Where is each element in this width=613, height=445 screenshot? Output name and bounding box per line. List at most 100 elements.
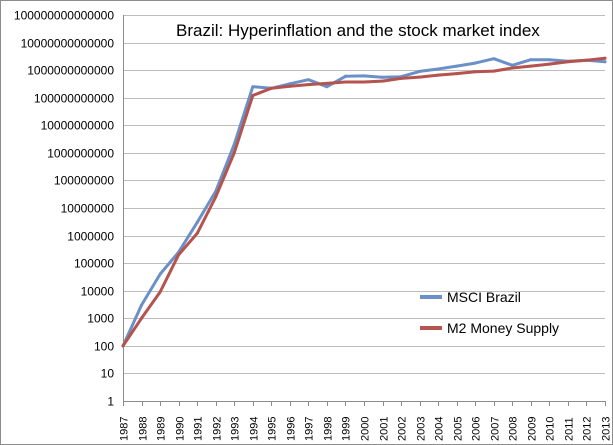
y-tick-label: 1000000	[67, 230, 114, 244]
data-point	[492, 69, 496, 73]
x-tick-label: 2010	[545, 417, 557, 441]
data-point	[381, 75, 384, 79]
data-point	[455, 64, 459, 68]
x-tick-label: 1997	[304, 417, 316, 441]
data-point	[418, 69, 422, 73]
data-point	[510, 66, 514, 70]
y-tick-labels: 1 10 100 1000 10000 100000 1000000 10000000 1000…	[14, 9, 114, 409]
data-point	[473, 61, 477, 65]
data-point	[381, 79, 384, 83]
x-tick-label: 1996	[286, 417, 298, 441]
data-point	[362, 74, 366, 78]
data-point	[510, 63, 514, 67]
data-point	[585, 58, 588, 62]
data-point	[306, 78, 310, 82]
y-tick-label: 100000000000000	[14, 9, 114, 23]
data-point	[566, 60, 570, 64]
data-point	[232, 151, 236, 155]
legend: MSCI Brazil M2 Money Supply	[420, 289, 559, 336]
y-tick-label: 10000	[81, 285, 115, 299]
data-point	[306, 83, 310, 87]
y-tick-label: 100000000000	[34, 92, 114, 106]
data-point	[344, 80, 347, 84]
y-tick-label: 100	[94, 340, 114, 354]
y-tick-label: 10000000000	[41, 119, 115, 133]
data-point	[251, 94, 255, 97]
x-tick-label: 1995	[267, 417, 279, 441]
data-point	[436, 73, 440, 77]
data-point	[399, 76, 403, 80]
y-tick-label: 10000000000000	[21, 37, 115, 51]
x-tick-label: 1989	[156, 417, 168, 441]
x-tick-label: 1998	[323, 417, 335, 441]
x-tick-label: 2006	[471, 417, 483, 441]
x-tick-label: 2008	[508, 417, 520, 441]
data-point	[547, 58, 551, 62]
x-tick-label: 2004	[434, 417, 446, 441]
data-point	[325, 85, 329, 89]
data-point	[473, 70, 477, 74]
data-point	[121, 344, 125, 348]
data-point	[603, 56, 607, 60]
data-point	[288, 84, 292, 88]
data-point	[195, 220, 199, 224]
data-point	[603, 60, 607, 64]
chart-title: Brazil: Hyperinflation and the stock mar…	[176, 21, 540, 40]
x-tick-label: 2000	[360, 417, 372, 441]
data-point	[547, 62, 551, 66]
x-tick-label: 1994	[249, 417, 261, 441]
x-tick-label: 1993	[230, 417, 242, 441]
data-point	[177, 253, 181, 257]
data-point	[288, 82, 292, 86]
x-tick-label: 1990	[175, 417, 187, 441]
data-point	[418, 75, 422, 79]
y-tick-label: 1000000000000	[27, 64, 114, 78]
y-tick-label: 1	[107, 395, 114, 409]
legend-label: M2 Money Supply	[447, 320, 559, 336]
data-point	[158, 272, 162, 276]
data-point	[455, 72, 459, 76]
x-tick-label: 2007	[490, 417, 502, 441]
x-tick-label: 2003	[416, 417, 428, 441]
series-m2-money-supply	[121, 56, 607, 348]
x-tick-label: 2011	[564, 417, 576, 441]
x-tick-label: 2009	[527, 417, 539, 441]
data-point	[232, 143, 236, 147]
y-tick-label: 100000	[74, 257, 114, 271]
data-point	[158, 290, 162, 294]
data-point	[269, 86, 273, 90]
series	[121, 56, 607, 348]
data-point	[195, 231, 199, 235]
x-tick-label: 1991	[193, 417, 205, 441]
y-tick-label: 10	[101, 367, 115, 381]
y-tick-label: 100000000	[54, 174, 114, 188]
x-tick-label: 1987	[119, 417, 131, 441]
data-point	[214, 195, 218, 199]
data-point	[362, 80, 366, 84]
data-point	[344, 74, 347, 78]
x-tick-label: 2012	[582, 417, 594, 441]
data-point	[529, 64, 533, 68]
x-tick-label: 1992	[212, 417, 224, 441]
x-tick-labels: 1987 1988 1989 1990 1991 1992 1993 1994 1995 1996…	[119, 417, 613, 441]
data-point	[529, 58, 533, 62]
y-tick-label: 1000000000	[47, 147, 114, 161]
legend-label: MSCI Brazil	[447, 289, 521, 305]
y-tick-label: 10000000	[61, 202, 115, 216]
x-tick-label: 2013	[601, 417, 613, 441]
data-point	[140, 316, 143, 320]
data-point	[492, 57, 496, 61]
x-tick-label: 1988	[138, 417, 150, 441]
x-tick-label: 2001	[379, 417, 391, 441]
x-tick-label: 2002	[397, 417, 409, 441]
gridlines	[123, 15, 605, 374]
data-point	[251, 85, 255, 89]
y-tick-label: 1000	[87, 312, 114, 326]
axes	[123, 15, 606, 406]
data-point	[325, 81, 329, 85]
x-tick-label: 1999	[341, 417, 353, 441]
data-point	[436, 67, 440, 71]
x-tick-label: 2005	[453, 417, 465, 441]
